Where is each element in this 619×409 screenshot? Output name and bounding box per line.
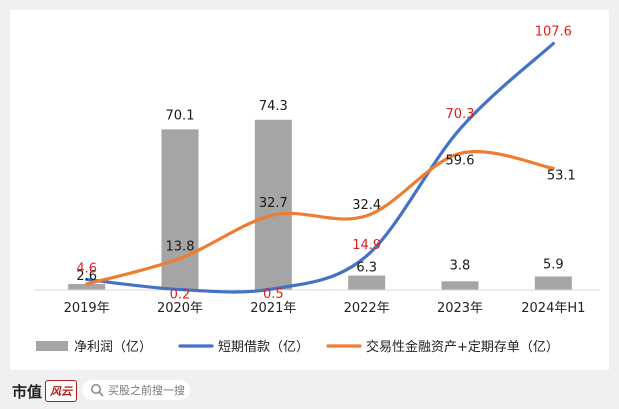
bar-label-2: 74.3 [259,99,288,114]
asset-label-2: 32.7 [259,196,288,211]
footer: 市值 风云 买股之前搜一搜 [0,372,619,409]
loan-label-2: 0.5 [263,287,284,302]
legend-label-1: 短期借款（亿） [218,340,309,355]
loan-label-0: 4.6 [76,261,97,276]
asset-label-5: 53.1 [547,168,576,183]
x-tick-label-1: 2020年 [157,301,203,316]
search-placeholder: 买股之前搜一搜 [108,384,185,397]
bar-label-4: 3.8 [450,258,471,273]
x-tick-label-5: 2024年H1 [521,301,585,316]
line-series-0 [85,41,555,294]
asset-label-4: 59.6 [446,153,475,168]
chart-card: 2.6 70.1 74.3 6.3 3.8 5.9 4.6 0.2 0.5 14.9 70.3 107… [10,10,609,370]
bar-1 [161,129,199,290]
bar-5 [534,276,572,290]
x-tick-label-2: 2021年 [250,301,296,316]
bar-4 [441,281,479,290]
x-tick-label-3: 2022年 [344,301,390,316]
loan-label-5: 107.6 [535,24,572,39]
loan-label-1: 0.2 [170,288,191,303]
bar-label-1: 70.1 [166,108,195,123]
search-icon [91,384,104,397]
loan-label-3: 14.9 [352,238,381,253]
brand-logo[interactable]: 市值 风云 [12,380,78,402]
asset-label-3: 32.4 [352,198,381,213]
legend-label-0: 净利润（亿） [74,340,152,355]
bar-0 [68,284,106,290]
bar-label-0: 2.6 [76,269,97,284]
line-series-1 [85,150,555,286]
bar-3 [348,275,386,290]
bar-label-5: 5.9 [543,257,564,272]
bar-label-3: 6.3 [356,261,377,276]
legend-label-2: 交易性金融资产+定期存单（亿） [366,339,559,355]
asset-label-1: 13.8 [166,239,195,254]
bar-2 [254,119,292,290]
x-tick-label-0: 2019年 [64,301,110,316]
x-tick-label-4: 2023年 [437,301,483,316]
brand-name: 市值 [12,382,43,401]
search-box[interactable]: 买股之前搜一搜 [82,380,190,400]
chart: 2.6 70.1 74.3 6.3 3.8 5.9 4.6 0.2 0.5 14.9 70.3 107… [34,24,600,355]
loan-label-4: 70.3 [446,107,475,122]
legend-swatch-0 [36,341,68,351]
brand-mark: 风云 [45,380,78,402]
